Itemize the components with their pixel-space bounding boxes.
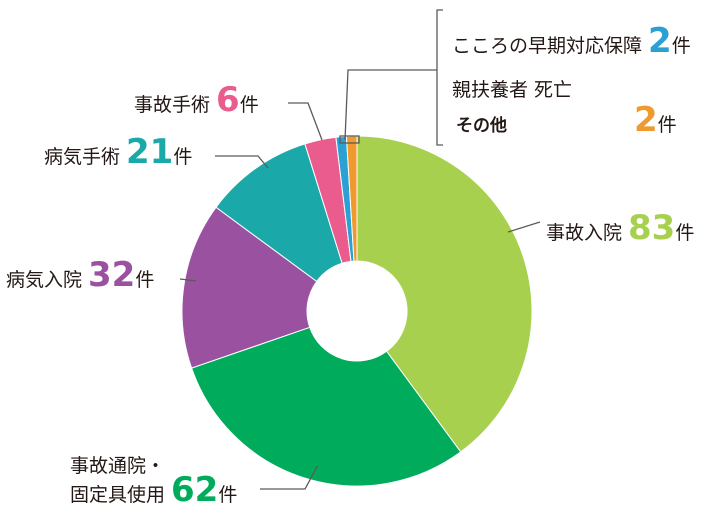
leader-line-illness-surgery: [215, 155, 269, 169]
category-label: こころの早期対応保障: [452, 35, 642, 57]
label-other-value: 2件: [634, 100, 677, 140]
label-mental: こころの早期対応保障 2件: [452, 21, 691, 61]
unit-label: 件: [173, 146, 192, 168]
category-label: 固定具使用: [70, 484, 165, 506]
value-label: 2: [648, 21, 672, 61]
label-accident-surgery: 事故手術 6件: [134, 80, 259, 120]
label-accident-outpatient: 固定具使用 62件: [70, 470, 237, 509]
leader-line-illness-hosp: [179, 278, 197, 282]
unit-label: 件: [675, 222, 694, 244]
category-label: 事故手術: [134, 94, 210, 116]
leader-line-small-slices: [344, 69, 437, 141]
unit-label: 件: [135, 269, 154, 291]
label-parent-death: 親扶養者 死亡: [452, 79, 572, 101]
donut-slices: [181, 135, 533, 487]
leader-line-accident-surgery: [288, 102, 323, 141]
value-label: 32: [88, 255, 135, 295]
value-label: 6: [216, 80, 240, 120]
unit-label: 件: [218, 484, 237, 506]
label-accident-hosp: 事故入院 83件: [546, 208, 694, 248]
label-illness-surgery: 病気手術 21件: [44, 132, 192, 172]
label-bracket: [436, 9, 443, 146]
leader-line-accident-outpatient: [260, 464, 319, 490]
category-label: 病気手術: [44, 146, 120, 168]
slice-accident-outpatient: [190, 326, 462, 487]
small-slice-marker: [339, 135, 360, 144]
leader-line-accident-hosp: [507, 221, 541, 233]
label-other: その他: [456, 115, 507, 136]
value-label: 83: [628, 208, 675, 248]
unit-label: 件: [658, 114, 677, 136]
slice-illness-surgery: [215, 143, 343, 283]
value-label: 2: [634, 100, 658, 140]
unit-label: 件: [240, 94, 259, 116]
slice-illness-hosp: [181, 206, 318, 369]
unit-label: 件: [672, 35, 691, 57]
label-accident-outpatient-line1: 事故通院・: [70, 455, 165, 477]
slice-accident-hosp: [356, 135, 533, 453]
category-label: 病気入院: [6, 269, 82, 291]
value-label: 62: [171, 470, 218, 509]
value-label: 21: [126, 132, 173, 172]
label-illness-hosp: 病気入院 32件: [6, 255, 154, 295]
category-label: 事故入院: [546, 222, 622, 244]
